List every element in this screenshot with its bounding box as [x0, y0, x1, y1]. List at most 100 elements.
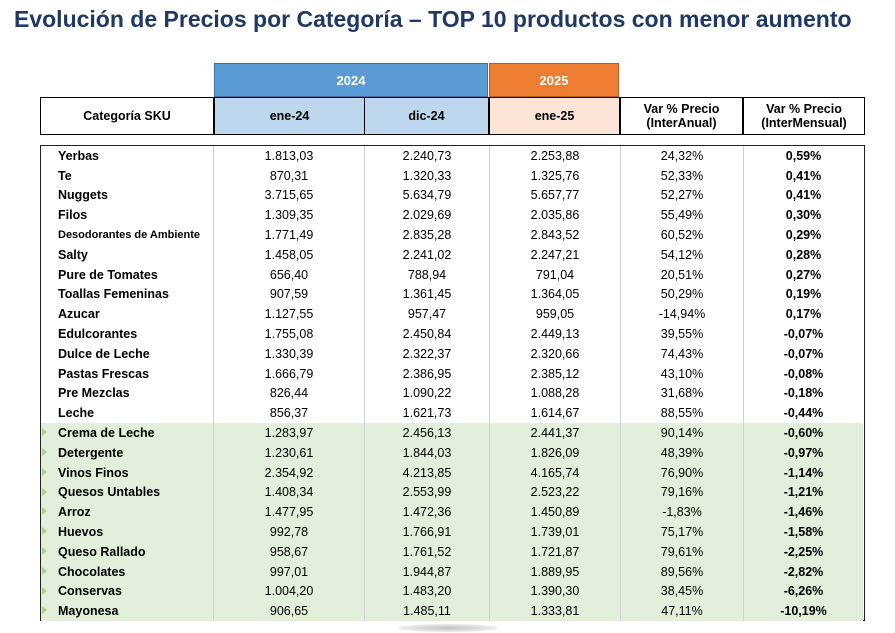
cell-ene25: 1.364,05 — [490, 284, 621, 305]
cell-ene25: 2.385,12 — [490, 363, 621, 384]
cell-category: Arroz — [41, 502, 214, 523]
cell-intermensual: -10,19% — [780, 604, 827, 619]
cell-category: Azucar — [41, 304, 214, 325]
cell-intermensual: -2,82% — [783, 564, 824, 579]
table-row: Queso Rallado 958,67 1.761,52 1.721,87 79,61… — [41, 542, 863, 562]
cell-category: Dulce de Leche — [41, 344, 214, 364]
column-header-dic24: dic-24 — [364, 97, 489, 135]
table-row: Conservas 1.004,20 1.483,20 1.390,30 38,45% -… — [41, 581, 863, 602]
cell-intermensual: -0,44% — [783, 406, 824, 421]
cell-interanual: 88,55% — [621, 403, 744, 424]
cell-dic24: 2.029,69 — [365, 205, 490, 226]
cell-interanual: 39,55% — [621, 324, 744, 344]
cell-category: Pure de Tomates — [41, 264, 214, 285]
row-marker-icon — [42, 467, 47, 476]
cell-dic24: 1.320,33 — [365, 165, 490, 186]
cell-interanual: 38,45% — [621, 581, 744, 602]
cell-dic24: 1.090,22 — [365, 383, 490, 404]
cell-category: Salty — [41, 245, 214, 265]
year-header-2025: 2025 — [489, 63, 619, 97]
cell-interanual: 52,33% — [621, 165, 744, 186]
cell-ene25: 2.035,86 — [490, 205, 621, 226]
cell-intermensual: 0,41% — [785, 188, 822, 203]
cell-ene24: 1.230,61 — [214, 443, 365, 463]
cell-dic24: 1.472,36 — [365, 502, 490, 523]
cell-intermensual: -0,97% — [783, 445, 824, 460]
cell-dic24: 2.386,95 — [365, 363, 490, 384]
cell-interanual: 20,51% — [621, 264, 744, 285]
row-marker-icon — [42, 448, 47, 456]
cell-intermensual: -0,60% — [783, 426, 824, 441]
cell-ene24: 1.813,03 — [214, 146, 365, 166]
cell-ene25: 2.449,13 — [490, 324, 621, 344]
cell-dic24: 5.634,79 — [365, 185, 490, 206]
cell-ene24: 992,78 — [214, 522, 365, 542]
cell-interanual: 47,11% — [621, 601, 744, 622]
cell-dic24: 788,94 — [365, 264, 490, 285]
table-row: Filos 1.309,35 2.029,69 2.035,86 55,49% 0,30% — [41, 205, 863, 226]
table-row: Toallas Femeninas 907,59 1.361,45 1.364,05 5… — [41, 284, 863, 305]
cell-dic24: 1.761,52 — [365, 542, 490, 562]
cell-dic24: 2.240,73 — [365, 146, 490, 166]
cell-interanual: 54,12% — [621, 245, 744, 265]
row-marker-icon — [42, 527, 47, 536]
cell-intermensual: -0,07% — [783, 327, 824, 342]
cell-interanual: 60,52% — [621, 225, 744, 245]
cell-ene25: 1.450,89 — [490, 502, 621, 523]
cell-intermensual: -0,07% — [783, 346, 824, 361]
cell-category: Yerbas — [41, 146, 214, 166]
cell-ene25: 2.253,88 — [490, 146, 621, 166]
cell-intermensual: 0,30% — [785, 208, 822, 223]
table-row: Detergente 1.230,61 1.844,03 1.826,09 48,39%… — [41, 443, 863, 463]
cell-category: Detergente — [41, 443, 214, 463]
cell-ene24: 997,01 — [214, 561, 365, 582]
cell-ene25: 791,04 — [490, 264, 621, 285]
cell-ene25: 5.657,77 — [490, 185, 621, 206]
table-row: Te 870,31 1.320,33 1.325,76 52,33% 0,41% — [41, 165, 863, 186]
cell-ene25: 1.325,76 — [490, 165, 621, 186]
cell-interanual: 31,68% — [621, 383, 744, 404]
cell-intermensual: 0,17% — [785, 307, 822, 322]
cell-category: Huevos — [41, 522, 214, 542]
row-marker-icon — [42, 547, 47, 555]
cell-intermensual: -1,46% — [783, 505, 824, 520]
cell-ene24: 1.127,55 — [214, 304, 365, 325]
cell-ene24: 1.408,34 — [214, 482, 365, 503]
table-row: Pastas Frescas 1.666,79 2.386,95 2.385,12 43… — [41, 363, 863, 384]
column-header-interanual-line2: (InterAnual) — [646, 116, 717, 130]
cell-ene24: 656,40 — [214, 264, 365, 285]
cell-dic24: 1.485,11 — [365, 601, 490, 622]
cell-ene25: 1.721,87 — [490, 542, 621, 562]
table-row: Yerbas 1.813,03 2.240,73 2.253,88 24,32% 0,59… — [41, 146, 863, 166]
cell-interanual: 75,17% — [621, 522, 744, 542]
table-row: Desodorantes de Ambiente 1.771,49 2.835,28… — [41, 225, 863, 245]
cell-interanual: 79,16% — [621, 482, 744, 503]
row-marker-icon — [42, 586, 47, 595]
cell-category: Toallas Femeninas — [41, 284, 214, 305]
column-header-intermensual-line2: (InterMensual) — [761, 116, 847, 130]
cell-dic24: 1.621,73 — [365, 403, 490, 424]
cell-category: Queso Rallado — [41, 542, 214, 562]
cell-interanual: 90,14% — [621, 423, 744, 443]
cell-ene25: 959,05 — [490, 304, 621, 325]
cell-ene25: 2.843,52 — [490, 225, 621, 245]
cell-ene24: 1.771,49 — [214, 225, 365, 245]
page-title: Evolución de Precios por Categoría – TOP… — [14, 6, 852, 32]
cell-ene25: 1.889,95 — [490, 561, 621, 582]
cell-intermensual: 0,27% — [785, 267, 822, 282]
table-row: Vinos Finos 2.354,92 4.213,85 4.165,74 76,90… — [41, 462, 863, 483]
cell-dic24: 2.835,28 — [365, 225, 490, 245]
cell-interanual: 50,29% — [621, 284, 744, 305]
cell-ene25: 2.441,37 — [490, 423, 621, 443]
table-row: Edulcorantes 1.755,08 2.450,84 2.449,13 39,5… — [41, 324, 863, 344]
cell-interanual: 43,10% — [621, 363, 744, 384]
row-marker-icon — [42, 428, 47, 437]
table-row: Salty 1.458,05 2.241,02 2.247,21 54,12% 0,28% — [41, 245, 863, 265]
cell-ene25: 4.165,74 — [490, 462, 621, 483]
cell-intermensual: -1,21% — [783, 485, 824, 500]
cell-dic24: 1.361,45 — [365, 284, 490, 305]
row-marker-icon — [42, 606, 47, 615]
table-row: Azucar 1.127,55 957,47 959,05 -14,94% 0,17% — [41, 304, 863, 325]
cell-category: Chocolates — [41, 561, 214, 582]
cell-category: Pastas Frescas — [41, 363, 214, 384]
